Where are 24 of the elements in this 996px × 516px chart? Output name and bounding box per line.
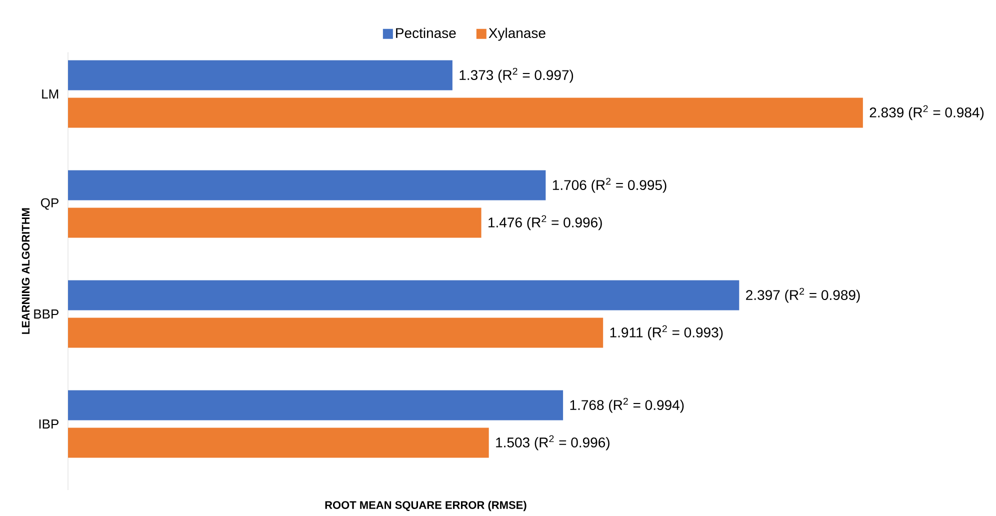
data-label: 1.503 (R$^{2}$ = 0.996) bbox=[496, 435, 610, 450]
data-label: 2.397 (R$^{2}$ = 0.989) bbox=[746, 288, 860, 303]
y-axis-title: LEARNING ALGORITHM bbox=[22, 208, 30, 334]
data-label: 1.476 (R$^{2}$ = 0.996) bbox=[488, 215, 602, 230]
legend-label: Pectinase bbox=[396, 28, 456, 38]
data-label: 1.768 (R$^{2}$ = 0.994) bbox=[570, 398, 684, 413]
x-axis-title: ROOT MEAN SQUARE ERROR (RMSE) bbox=[325, 500, 526, 512]
y-tick-label: LM bbox=[42, 90, 58, 99]
data-label: 1.911 (R$^{2}$ = 0.993) bbox=[610, 325, 723, 340]
data-label: 1.373 (R$^{2}$ = 0.997) bbox=[460, 68, 574, 83]
bar bbox=[68, 280, 740, 310]
data-label: 2.839 (R$^{2}$ = 0.984) bbox=[870, 105, 984, 120]
y-tick-label: QP bbox=[40, 198, 58, 210]
bar bbox=[68, 208, 482, 238]
bar bbox=[68, 98, 863, 128]
bar bbox=[68, 318, 604, 348]
legend-label: Xylanase bbox=[488, 28, 546, 41]
bar bbox=[68, 60, 452, 90]
y-tick-label: IBP bbox=[39, 420, 58, 429]
bar bbox=[68, 428, 489, 458]
bar bbox=[68, 390, 564, 420]
data-label: 1.706 (R$^{2}$ = 0.995) bbox=[552, 178, 666, 193]
bar bbox=[68, 170, 546, 200]
y-tick-label: BBP bbox=[34, 310, 58, 319]
